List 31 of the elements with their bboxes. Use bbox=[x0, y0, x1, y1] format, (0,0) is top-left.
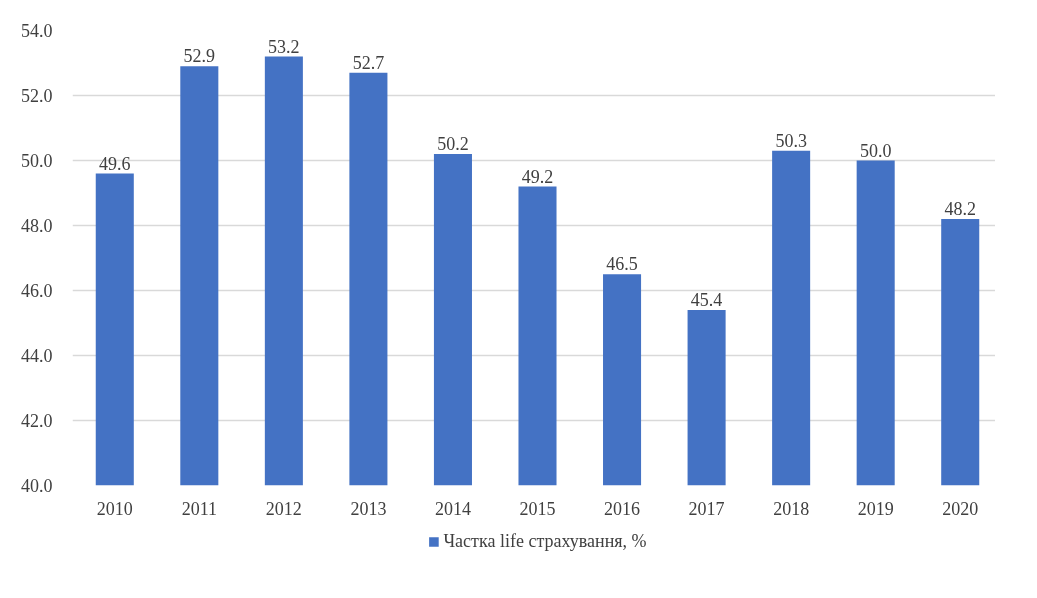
data-label: 50.3 bbox=[775, 130, 807, 151]
y-tick-label: 44.0 bbox=[21, 346, 53, 366]
data-label: 49.2 bbox=[521, 166, 554, 187]
x-tick-label: 2011 bbox=[181, 498, 217, 519]
y-tick-label: 50.0 bbox=[21, 151, 53, 171]
y-tick-label: 40.0 bbox=[21, 476, 53, 496]
y-tick-label: 46.0 bbox=[21, 281, 53, 301]
x-tick-label: 2012 bbox=[265, 498, 302, 519]
x-tick-label: 2018 bbox=[773, 498, 810, 519]
data-label: 52.9 bbox=[183, 46, 216, 67]
data-label: 53.2 bbox=[268, 36, 300, 57]
y-tick-label: 54.0 bbox=[21, 21, 53, 41]
x-tick-label: 2019 bbox=[857, 498, 894, 519]
x-tick-label: 2014 bbox=[434, 498, 471, 519]
x-tick-label: 2013 bbox=[350, 498, 387, 519]
x-tick-label: 2010 bbox=[96, 498, 133, 519]
y-tick-label: 52.0 bbox=[21, 86, 53, 106]
data-label: 49.6 bbox=[99, 153, 131, 174]
x-tick-label: 2015 bbox=[519, 498, 556, 519]
x-tick-label: 2016 bbox=[604, 498, 641, 519]
x-tick-label: 2017 bbox=[688, 498, 725, 519]
data-label: 52.7 bbox=[352, 52, 385, 73]
data-label: 50.0 bbox=[859, 140, 892, 161]
x-tick-label: 2020 bbox=[942, 498, 979, 519]
legend-label: Частка life страхування, % bbox=[443, 530, 647, 552]
data-label: 48.2 bbox=[944, 199, 976, 219]
data-label: 50.2 bbox=[437, 134, 469, 154]
data-label: 46.5 bbox=[606, 254, 638, 275]
y-tick-label: 48.0 bbox=[21, 216, 53, 236]
data-label: 45.4 bbox=[690, 290, 723, 310]
y-tick-label: 42.0 bbox=[21, 411, 53, 431]
